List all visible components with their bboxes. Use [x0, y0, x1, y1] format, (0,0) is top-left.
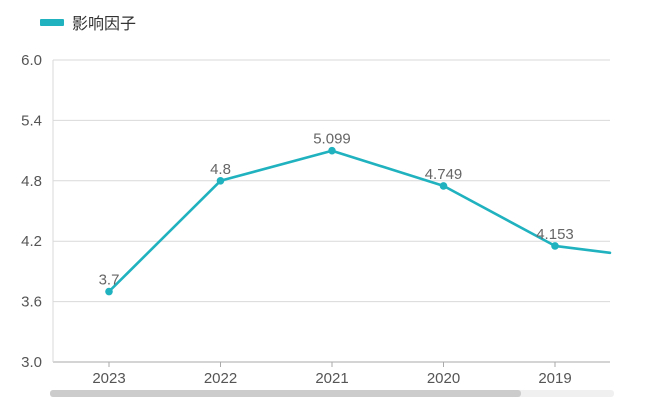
x-tick-label: 2021 — [315, 370, 348, 387]
y-tick-label: 4.2 — [21, 233, 42, 250]
x-tick-label: 2022 — [204, 370, 237, 387]
data-label: 5.099 — [313, 131, 351, 148]
scrollbar-thumb[interactable] — [50, 390, 521, 397]
data-labels: 3.7 4.8 5.099 4.749 4.153 — [99, 131, 574, 289]
horizontal-scrollbar[interactable] — [50, 390, 614, 397]
y-tick-label: 4.8 — [21, 173, 42, 190]
data-label: 4.8 — [210, 161, 231, 178]
data-point[interactable] — [328, 146, 336, 155]
data-label: 4.749 — [425, 166, 463, 183]
legend-label: 影响因子 — [72, 14, 136, 33]
data-label: 3.7 — [99, 272, 120, 289]
x-tick-label: 2019 — [538, 370, 571, 387]
y-tick-label: 3.0 — [21, 354, 42, 371]
data-point[interactable] — [105, 287, 113, 296]
legend-swatch — [40, 19, 64, 26]
series-layer — [105, 146, 612, 296]
x-axis-ticks: 2023 2022 2021 2020 2019 — [92, 362, 572, 387]
data-point[interactable] — [551, 242, 559, 250]
data-label: 4.153 — [536, 226, 574, 243]
data-point[interactable] — [216, 177, 225, 185]
y-axis-ticks: 6.0 5.4 4.8 4.2 3.6 3.0 — [21, 52, 42, 371]
x-tick-label: 2020 — [427, 370, 460, 387]
data-point[interactable] — [439, 182, 448, 190]
grid-lines — [52, 59, 610, 363]
y-tick-label: 5.4 — [21, 112, 42, 129]
y-tick-label: 3.6 — [21, 294, 42, 311]
x-tick-label: 2023 — [92, 370, 125, 387]
legend[interactable]: 影响因子 — [40, 14, 136, 33]
y-tick-label: 6.0 — [21, 52, 42, 69]
series-line — [107, 149, 612, 293]
